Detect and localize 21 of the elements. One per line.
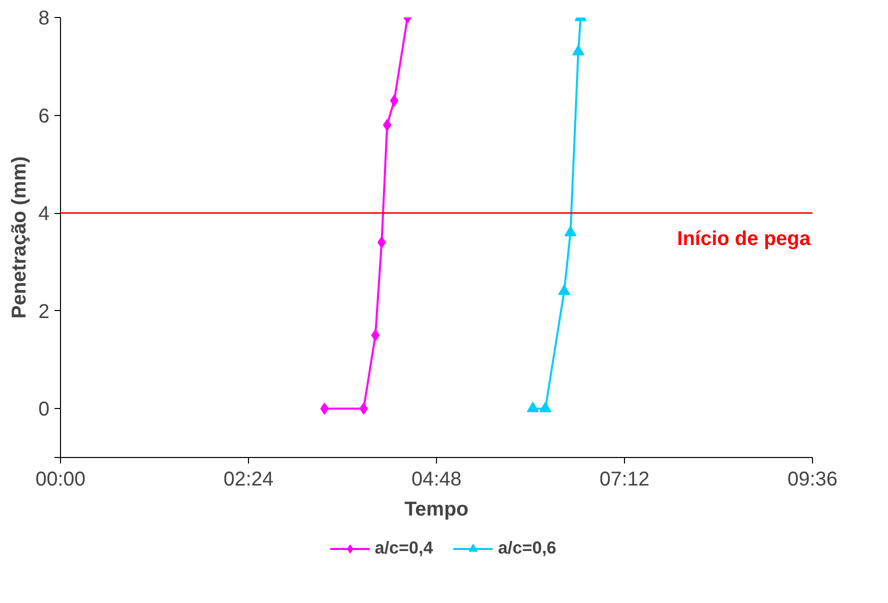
- point: [539, 402, 552, 412]
- y-tick-label: 8: [38, 8, 50, 30]
- x-tick-label: 04:48: [411, 468, 462, 490]
- x-tick-label: 00:00: [35, 468, 86, 490]
- point: [526, 402, 539, 412]
- y-tick-label: 4: [38, 203, 50, 226]
- x-axis-title: Tempo: [404, 498, 469, 520]
- x-tick-label: 07:12: [599, 468, 650, 490]
- y-tick-label: 2: [38, 300, 50, 323]
- y-axis-title: Penetração (mm): [8, 156, 30, 319]
- point: [382, 119, 392, 132]
- x-tick-label: 09:36: [787, 468, 838, 490]
- point: [564, 226, 576, 236]
- ref-line-label: Início de pega: [677, 228, 812, 250]
- point: [558, 284, 570, 295]
- legend-label: a/c=0,6: [498, 538, 556, 558]
- x-tick-label: 02:24: [223, 468, 274, 490]
- legend-label: a/c=0,4: [374, 538, 433, 558]
- point: [371, 329, 380, 342]
- y-tick-label: 0: [38, 398, 50, 421]
- y-tick-label: 6: [38, 105, 50, 128]
